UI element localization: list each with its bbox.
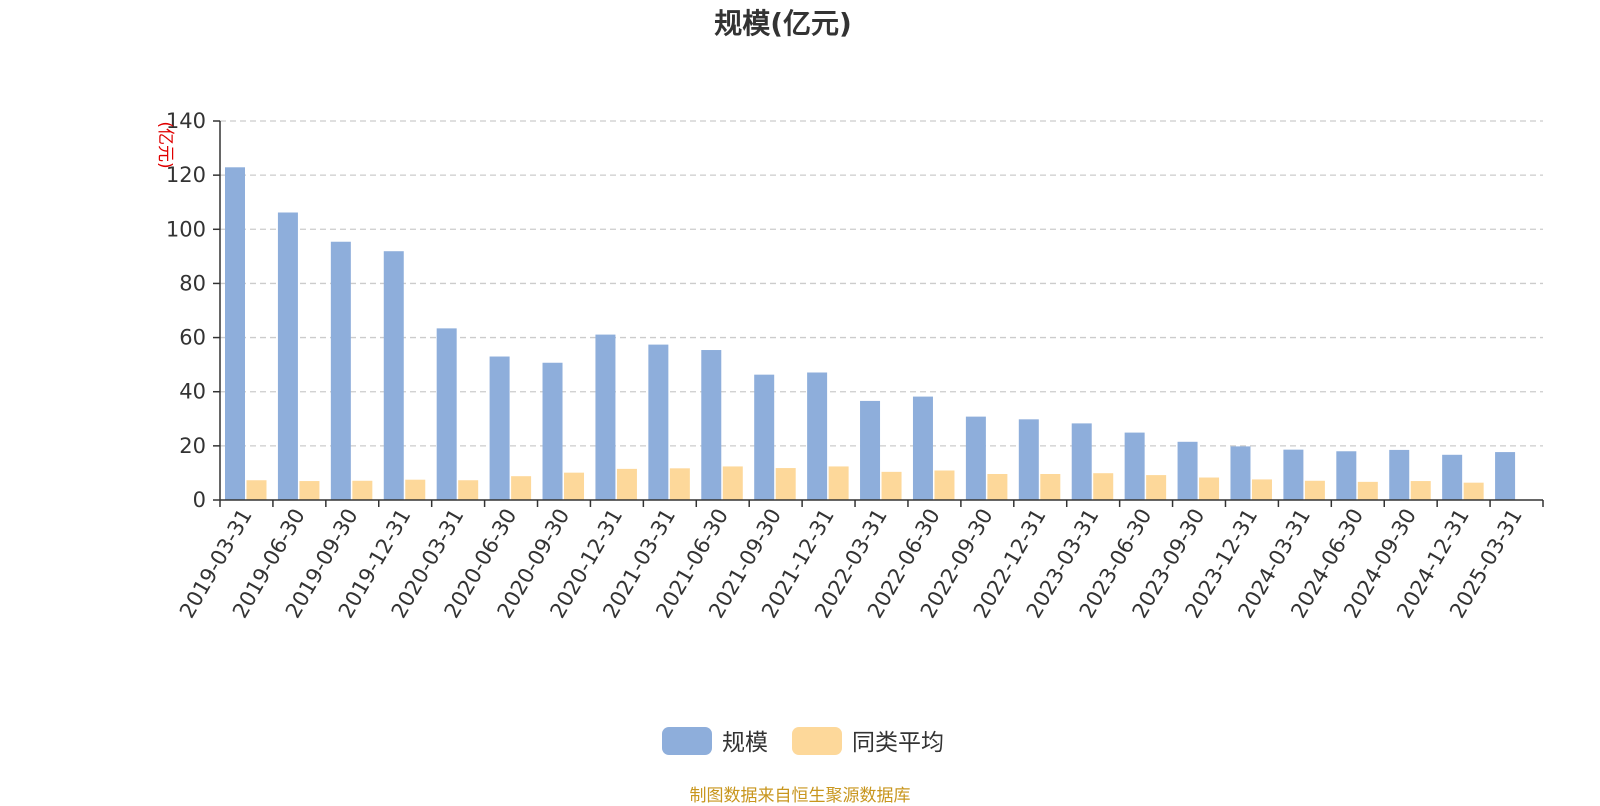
- bar-tonglei-pingjun: [1410, 481, 1431, 500]
- bar-tonglei-pingjun: [828, 466, 849, 500]
- y-tick-label: 100: [166, 217, 206, 241]
- bar-tonglei-pingjun: [987, 474, 1008, 500]
- bar-tonglei-pingjun: [352, 480, 373, 500]
- bar-guimo: [225, 167, 245, 500]
- bar-guimo: [1230, 446, 1251, 500]
- bar-tonglei-pingjun: [722, 466, 743, 500]
- bar-tonglei-pingjun: [458, 480, 479, 500]
- bar-tonglei-pingjun: [511, 476, 532, 500]
- bar-guimo: [1336, 451, 1357, 500]
- bar-guimo: [1177, 441, 1198, 500]
- bar-tonglei-pingjun: [669, 468, 690, 500]
- bar-tonglei-pingjun: [616, 468, 637, 500]
- legend-swatch: [662, 727, 712, 755]
- bar-tonglei-pingjun: [1304, 480, 1325, 500]
- bar-guimo: [595, 334, 616, 500]
- bar-guimo: [1495, 452, 1516, 500]
- y-tick-label: 20: [179, 434, 206, 458]
- bar-tonglei-pingjun: [299, 481, 320, 500]
- bar-guimo: [965, 416, 986, 500]
- bar-guimo: [277, 212, 298, 500]
- bar-tonglei-pingjun: [1251, 479, 1272, 500]
- bar-guimo: [383, 251, 404, 500]
- bar-guimo: [1018, 419, 1039, 500]
- bar-guimo: [648, 344, 669, 500]
- bar-tonglei-pingjun: [1040, 474, 1061, 500]
- bar-tonglei-pingjun: [1463, 482, 1484, 500]
- bar-guimo: [701, 350, 722, 500]
- y-tick-label: 0: [193, 488, 206, 512]
- footer-source: 制图数据来自恒生聚源数据库: [689, 786, 911, 806]
- bar-tonglei-pingjun: [881, 471, 902, 500]
- y-axis-label: (亿元): [155, 121, 175, 168]
- legend-swatch: [792, 727, 842, 755]
- y-tick-label: 80: [179, 271, 206, 295]
- bar-guimo: [489, 356, 510, 500]
- grid-lines: [220, 120, 1543, 447]
- bar-tonglei-pingjun: [1199, 477, 1220, 500]
- legend-label: 同类平均: [852, 730, 944, 756]
- bars: [225, 167, 1516, 500]
- y-tick-label: 60: [179, 326, 206, 350]
- bar-tonglei-pingjun: [1146, 475, 1167, 500]
- y-tick-label: 40: [179, 380, 206, 404]
- y-tick-label: 120: [166, 163, 206, 187]
- bar-guimo: [1442, 454, 1463, 500]
- legend: 规模 同类平均: [662, 727, 944, 756]
- bar-tonglei-pingjun: [246, 480, 267, 500]
- axes: 0204060801001201402019-03-312019-06-3020…: [166, 109, 1544, 622]
- bar-guimo: [807, 372, 828, 500]
- bar-tonglei-pingjun: [405, 479, 426, 500]
- bar-tonglei-pingjun: [564, 472, 585, 500]
- bar-guimo: [542, 362, 563, 500]
- legend-label: 规模: [722, 730, 768, 756]
- chart-title: 规模(亿元): [714, 7, 852, 40]
- bar-tonglei-pingjun: [934, 470, 955, 500]
- bar-guimo: [912, 396, 933, 500]
- bar-guimo: [860, 400, 881, 500]
- bar-guimo: [1124, 432, 1145, 500]
- bar-guimo: [1071, 423, 1092, 500]
- bar-guimo: [754, 374, 775, 500]
- bar-tonglei-pingjun: [1357, 481, 1378, 500]
- bar-guimo: [436, 328, 457, 500]
- bar-guimo: [1389, 449, 1410, 500]
- bar-guimo: [1283, 449, 1304, 500]
- bar-tonglei-pingjun: [1093, 473, 1114, 500]
- bar-tonglei-pingjun: [775, 468, 796, 500]
- bar-guimo: [330, 241, 351, 500]
- y-tick-label: 140: [166, 109, 206, 133]
